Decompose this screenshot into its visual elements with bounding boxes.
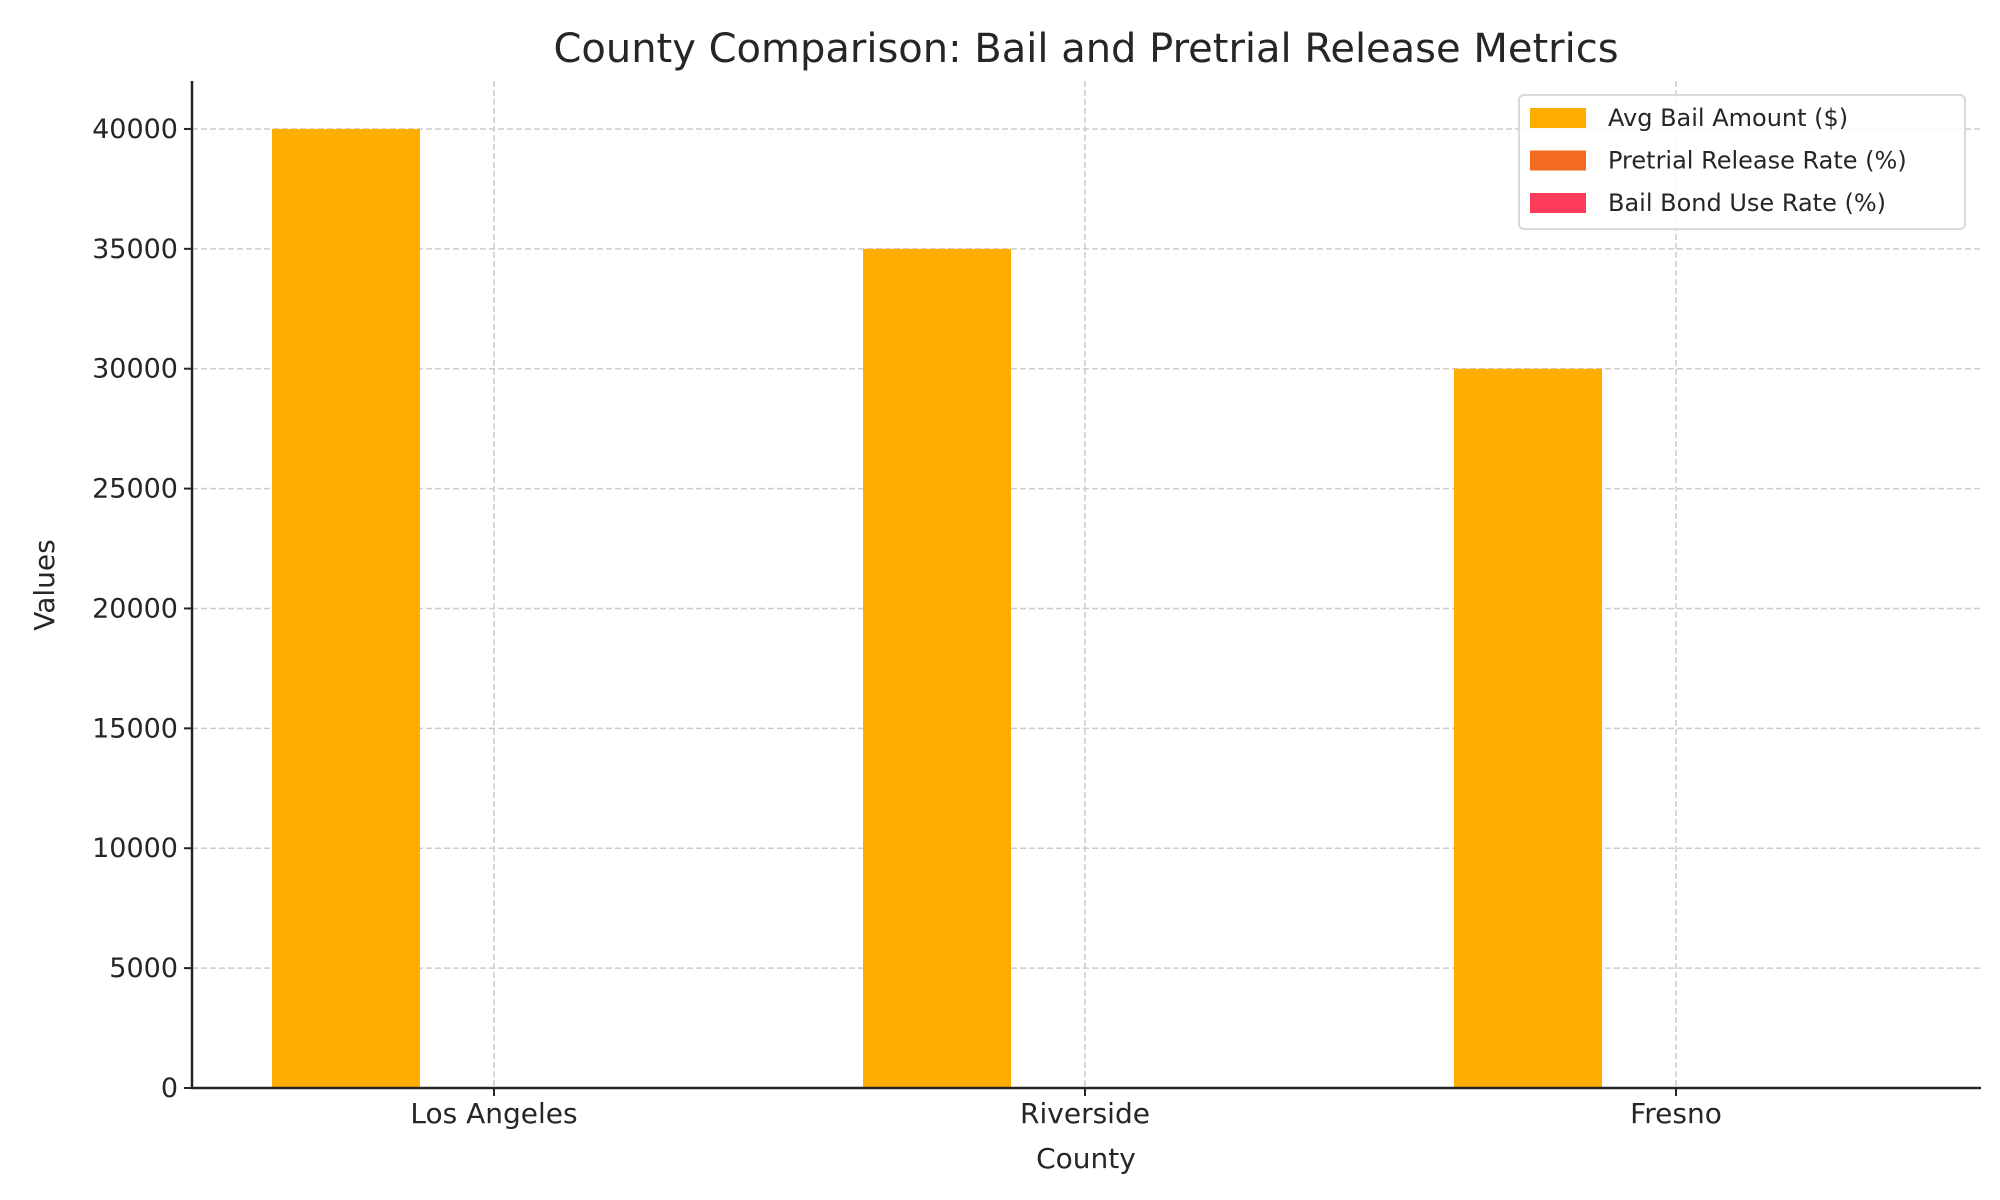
chart-title: County Comparison: Bail and Pretrial Rel… xyxy=(553,26,1618,72)
y-tick-label: 40000 xyxy=(92,114,178,145)
axes xyxy=(190,81,1981,1090)
legend-label: Avg Bail Amount ($) xyxy=(1608,104,1848,132)
x-tick-label: Fresno xyxy=(1630,1097,1722,1130)
legend-swatch xyxy=(1530,193,1586,213)
y-tick-label: 10000 xyxy=(92,833,178,864)
x-tick-label: Riverside xyxy=(1020,1097,1150,1130)
bars xyxy=(272,128,1602,1089)
legend-label: Bail Bond Use Rate (%) xyxy=(1608,189,1886,217)
x-axis-label: County xyxy=(1036,1142,1136,1175)
legend-label: Pretrial Release Rate (%) xyxy=(1608,147,1907,175)
y-tick-label: 20000 xyxy=(92,593,178,624)
legend: Avg Bail Amount ($) Pretrial Release Rate… xyxy=(1518,94,1966,230)
legend-swatch xyxy=(1530,150,1586,171)
legend-swatch xyxy=(1530,108,1586,128)
legend-box xyxy=(1518,94,1966,230)
bar xyxy=(1454,368,1602,1088)
bar xyxy=(272,128,420,1088)
y-tick-label: 5000 xyxy=(109,953,178,984)
x-axis-ticks: Los Angeles Riverside Fresno xyxy=(410,1088,1722,1130)
y-tick-label: 35000 xyxy=(92,234,178,265)
x-tick-label: Los Angeles xyxy=(410,1097,577,1130)
y-tick-label: 25000 xyxy=(92,474,178,505)
y-tick-label: 15000 xyxy=(92,713,178,744)
grid xyxy=(192,81,1981,1088)
y-axis-label: Values xyxy=(28,539,61,630)
y-tick-label: 30000 xyxy=(92,354,178,385)
y-axis-ticks: 0 5000 10000 15000 20000 25000 30000 35000 40000 xyxy=(92,114,192,1104)
y-tick-label: 0 xyxy=(161,1073,178,1104)
bar xyxy=(863,248,1011,1089)
